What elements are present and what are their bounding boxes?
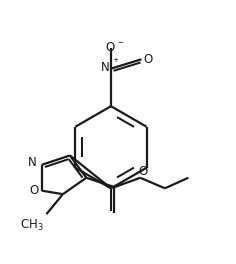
Text: $^+$: $^+$ [111, 57, 120, 67]
Text: O: O [29, 184, 38, 197]
Text: $^-$: $^-$ [116, 40, 125, 50]
Text: N: N [28, 156, 37, 169]
Text: O: O [105, 41, 114, 54]
Text: N: N [101, 61, 110, 74]
Text: O: O [143, 53, 153, 66]
Text: CH$_3$: CH$_3$ [20, 218, 44, 233]
Text: O: O [138, 165, 147, 178]
